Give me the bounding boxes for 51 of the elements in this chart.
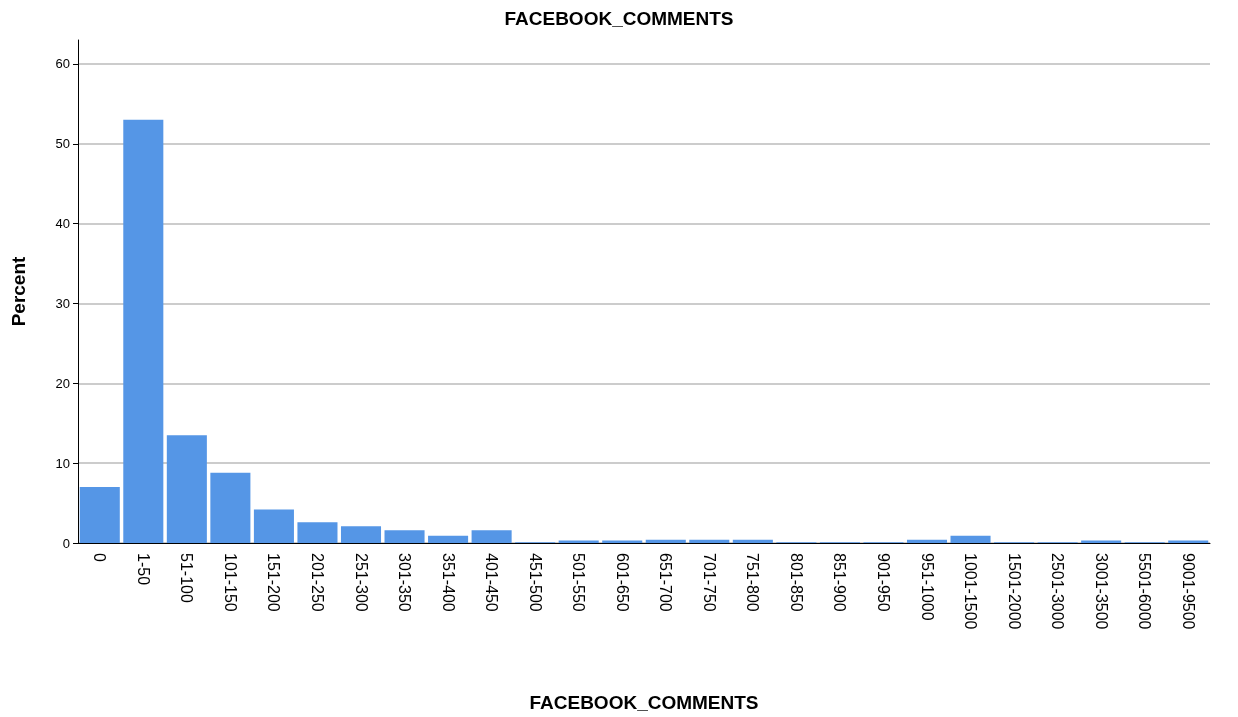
bar <box>340 526 382 543</box>
x-tick-label: 301-350 <box>396 553 414 612</box>
y-tick-label: 20 <box>55 375 70 391</box>
x-axis-title: FACEBOOK_COMMENTS <box>529 692 759 713</box>
bar <box>471 530 512 543</box>
x-tick-label: 601-650 <box>613 553 631 612</box>
x-tick-label: 651-700 <box>657 553 675 612</box>
bar <box>123 119 164 543</box>
x-tick-label: 9001-9500 <box>1179 553 1197 630</box>
x-tick-label: 451-500 <box>526 553 544 612</box>
x-tick-label: 1501-2000 <box>1005 553 1023 630</box>
bar <box>732 539 773 543</box>
bar <box>384 530 425 543</box>
y-tick-label: 60 <box>55 56 70 72</box>
x-tick-label: 251-300 <box>352 553 370 612</box>
x-tick-label: 351-400 <box>439 553 457 612</box>
x-tick-label: 201-250 <box>308 553 326 612</box>
bar <box>689 539 730 543</box>
y-tick-label: 50 <box>55 136 70 152</box>
chart-title: FACEBOOK_COMMENTS <box>504 8 734 29</box>
x-tick-label: 501-550 <box>570 553 588 612</box>
x-tick-label: 2501-3000 <box>1049 553 1067 630</box>
y-tick-label: 40 <box>55 216 70 232</box>
x-tick-label: 951-1000 <box>918 553 936 621</box>
x-tick-label: 701-750 <box>700 553 718 612</box>
y-tick-label: 10 <box>55 455 70 471</box>
bar <box>166 435 207 543</box>
y-tick-label: 30 <box>55 295 70 311</box>
bar <box>253 509 294 543</box>
y-tick-label: 0 <box>62 535 70 551</box>
x-tick-label: 101-150 <box>221 553 239 612</box>
x-tick-label: 0 <box>91 553 109 562</box>
x-tick-label: 801-850 <box>787 553 805 612</box>
x-tick-label: 851-900 <box>831 553 849 612</box>
x-tick-label: 751-800 <box>744 553 762 612</box>
x-tick-label: 1001-1500 <box>962 553 980 630</box>
x-tick-label: 1-50 <box>134 553 152 586</box>
x-tick-label: 51-100 <box>178 553 196 603</box>
x-tick-label: 5501-6000 <box>1136 553 1154 630</box>
bar <box>906 539 948 543</box>
bar <box>428 535 469 543</box>
y-axis-title: Percent <box>8 255 29 327</box>
x-tick-label: 401-450 <box>483 553 501 612</box>
bar <box>297 522 338 543</box>
bar <box>950 535 991 543</box>
x-tick-label: 151-200 <box>265 553 283 612</box>
bar <box>645 539 686 543</box>
x-tick-label: 3001-3500 <box>1092 553 1110 630</box>
bar <box>79 487 120 543</box>
bar <box>210 472 251 543</box>
x-tick-label: 901-950 <box>874 553 892 612</box>
